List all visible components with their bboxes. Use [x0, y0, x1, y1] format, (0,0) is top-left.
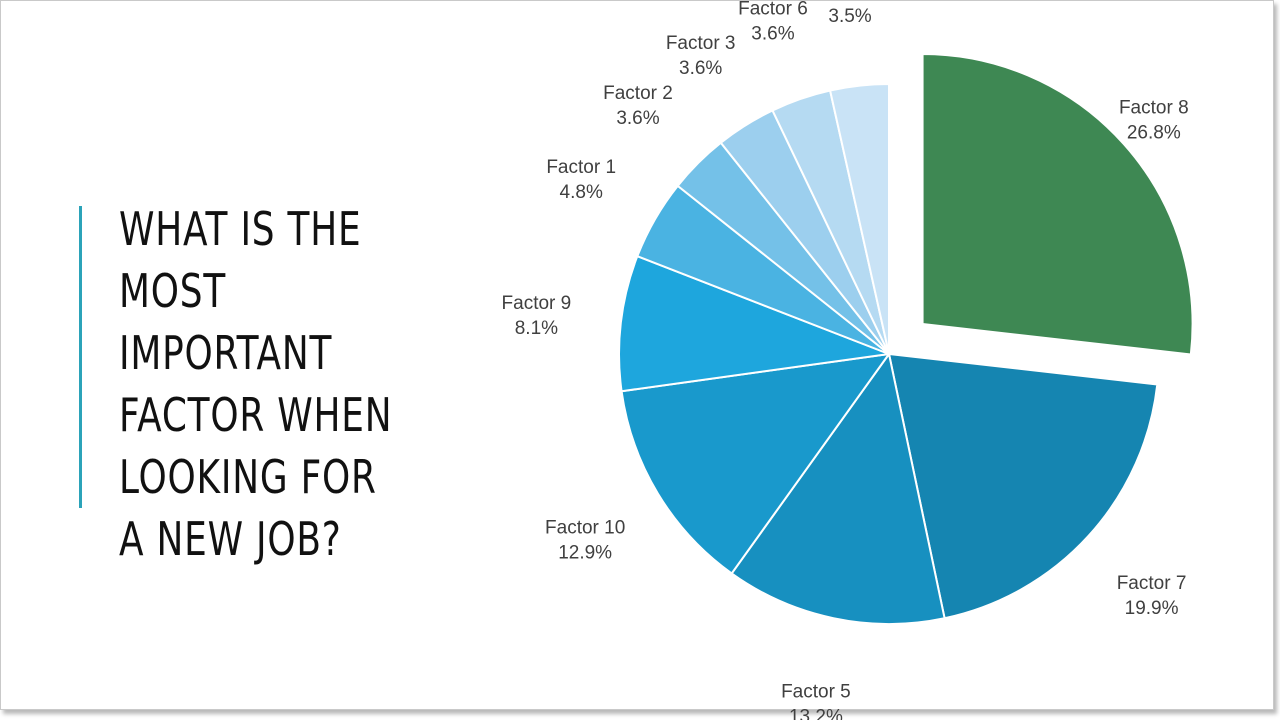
pie-label-factor-7: Factor 7 19.9% — [1117, 573, 1187, 619]
pie-label-factor-3: Factor 3 3.6% — [666, 33, 736, 79]
pie-slice-factor-9 — [618, 254, 893, 393]
pie-label-value: 3.6% — [751, 24, 794, 45]
title-accent-bar — [79, 206, 82, 508]
pie-labels: Factor 8 26.8%Factor 7 19.9%Factor 5 13.2%F… — [502, 0, 1189, 720]
pie-label-factor-6: Factor 6 3.6% — [738, 0, 808, 45]
pie-label-name: Factor 6 — [738, 0, 808, 20]
pie-label-value: 4.8% — [560, 182, 603, 203]
pie-slice-factor-5 — [730, 351, 946, 625]
pie-label-value: 3.6% — [679, 58, 722, 79]
pie-label-name: Factor 4 — [815, 0, 885, 2]
pie-label-factor-9: Factor 9 8.1% — [502, 293, 572, 339]
pie-label-factor-2: Factor 2 3.6% — [603, 83, 673, 129]
pie-slices — [618, 53, 1194, 625]
pie-slice-factor-8 — [921, 53, 1194, 356]
pie-label-factor-8: Factor 8 26.8% — [1119, 98, 1189, 144]
pie-label-value: 8.1% — [515, 318, 558, 339]
pie-label-value: 19.9% — [1125, 598, 1179, 619]
pie-label-name: Factor 2 — [603, 83, 673, 104]
pie-label-name: Factor 5 — [781, 681, 851, 702]
pie-label-name: Factor 7 — [1117, 573, 1187, 594]
pie-label-name: Factor 8 — [1119, 98, 1189, 119]
pie-label-value: 3.6% — [616, 108, 659, 129]
pie-slice-factor-4 — [828, 82, 890, 355]
pie-label-factor-5: Factor 5 13.2% — [781, 681, 851, 720]
pie-label-name: Factor 1 — [546, 157, 616, 178]
pie-label-name: Factor 9 — [502, 293, 572, 314]
pie-label-value: 13.2% — [789, 706, 843, 720]
pie-slice-factor-7 — [887, 352, 1159, 620]
pie-label-factor-1: Factor 1 4.8% — [546, 157, 616, 203]
slide-title: WHAT IS THE MOST IMPORTANT FACTOR WHEN L… — [119, 202, 393, 566]
pie-label-name: Factor 3 — [666, 33, 736, 54]
pie-label-factor-4: Factor 4 3.5% — [815, 0, 885, 27]
pie-label-value: 12.9% — [558, 543, 612, 564]
pie-slice-factor-10 — [620, 352, 892, 575]
pie-label-value: 26.8% — [1127, 123, 1181, 144]
pie-label-value: 3.5% — [828, 6, 871, 27]
pie-label-factor-10: Factor 10 12.9% — [545, 518, 625, 564]
pie-label-name: Factor 10 — [545, 518, 625, 539]
